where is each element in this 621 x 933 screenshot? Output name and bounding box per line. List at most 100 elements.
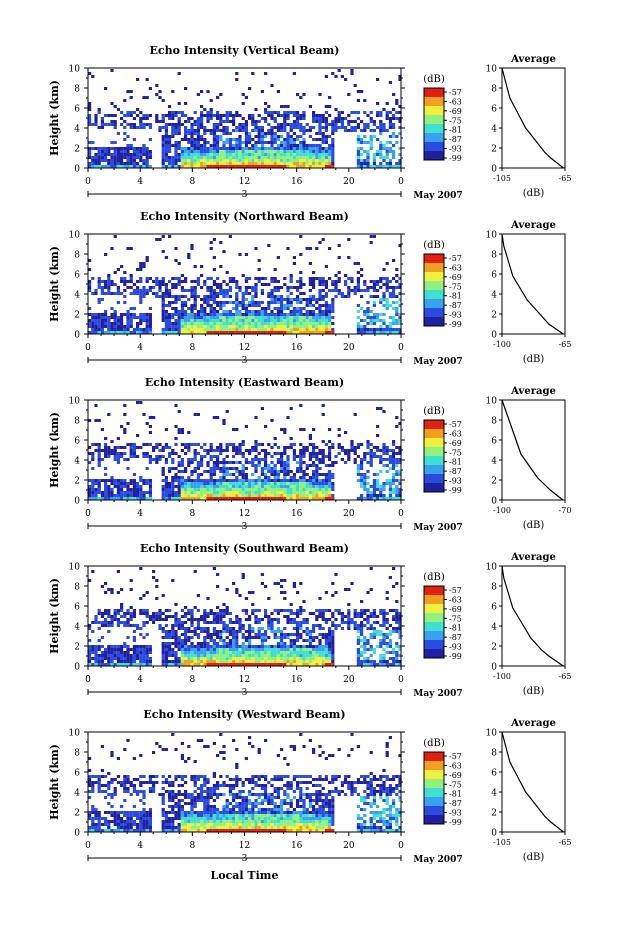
heatmap-cell [165, 135, 168, 138]
heatmap-cell [146, 621, 149, 624]
heatmap-cell [331, 461, 334, 464]
heatmap-cell [302, 630, 305, 633]
heatmap-cell [126, 90, 129, 93]
heatmap-cell [194, 645, 197, 648]
heatmap-cell [194, 141, 197, 144]
heatmap-cell [363, 289, 366, 292]
heatmap-cell [226, 488, 229, 491]
heatmap-cell [120, 162, 123, 165]
heatmap-cell [213, 298, 216, 301]
average-y-tick-label: 6 [491, 105, 497, 115]
heatmap-cell [261, 147, 264, 150]
heatmap-cell [197, 93, 200, 96]
heatmap-cell [357, 111, 360, 114]
heatmap-cell [168, 147, 171, 150]
heatmap-cell [299, 612, 302, 615]
heatmap-cell [98, 479, 101, 482]
heatmap-cell [120, 277, 123, 280]
heatmap-cell [203, 654, 206, 657]
heatmap-cell [155, 295, 158, 298]
heatmap-cell [222, 645, 225, 648]
heatmap-cell [222, 651, 225, 654]
heatmap-cell [379, 141, 382, 144]
heatmap-cell [232, 443, 235, 446]
heatmap-cell [280, 135, 283, 138]
heatmap-cell [222, 470, 225, 473]
heatmap-cell [94, 292, 97, 295]
heatmap-cell [210, 144, 213, 147]
heatmap-cell [184, 322, 187, 325]
heatmap-cell [245, 458, 248, 461]
heatmap-cell [174, 630, 177, 633]
heatmap-cell [258, 443, 261, 446]
average-y-tick-label: 8 [491, 85, 497, 95]
heatmap-cell [242, 292, 245, 295]
heatmap-cell [376, 78, 379, 81]
heatmap-cell [229, 138, 232, 141]
heatmap-cell [213, 322, 216, 325]
heatmap-cell [91, 162, 94, 165]
heatmap-cell [290, 292, 293, 295]
heatmap-cell [216, 135, 219, 138]
heatmap-cell [168, 651, 171, 654]
heatmap-cell [309, 654, 312, 657]
heatmap-cell [178, 325, 181, 328]
heatmap-cell [293, 488, 296, 491]
heatmap-cell [94, 123, 97, 126]
average-x-tick-label: -100 [493, 340, 511, 349]
heatmap-cell [363, 111, 366, 114]
heatmap-cell [261, 467, 264, 470]
heatmap-cell [242, 657, 245, 660]
heatmap-cell [206, 319, 209, 322]
heatmap-cell [210, 286, 213, 289]
heatmap-cell [293, 645, 296, 648]
heatmap-cell [213, 156, 216, 159]
heatmap-cell [117, 289, 120, 292]
heatmap-cell [261, 582, 264, 585]
heatmap-cell [114, 449, 117, 452]
heatmap-cell [222, 289, 225, 292]
heatmap-cell [213, 642, 216, 645]
heatmap-cell [312, 144, 315, 147]
heatmap-cell [136, 627, 139, 630]
heatmap-cell [286, 328, 289, 331]
heatmap-cell [174, 642, 177, 645]
heatmap-cell [270, 84, 273, 87]
heatmap-cell [146, 313, 149, 316]
heatmap-cell [203, 141, 206, 144]
heatmap-cell [130, 274, 133, 277]
heatmap-cell [229, 277, 232, 280]
average-y-tick-label: 0 [491, 331, 497, 341]
colorbar-swatch [424, 483, 444, 493]
heatmap-cell [347, 455, 350, 458]
heatmap-cell [232, 657, 235, 660]
heatmap-cell [395, 102, 398, 105]
heatmap-cell [120, 280, 123, 283]
heatmap-cell [258, 153, 261, 156]
heatmap-cell [270, 654, 273, 657]
heatmap-cell [184, 488, 187, 491]
heatmap-cell [232, 645, 235, 648]
heatmap-cell [171, 461, 174, 464]
heatmap-cell [322, 452, 325, 455]
heatmap-cell [174, 452, 177, 455]
heatmap-cell [277, 129, 280, 132]
heatmap-cell [91, 316, 94, 319]
heatmap-cell [376, 434, 379, 437]
heatmap-cell [267, 114, 270, 117]
heatmap-cell [286, 289, 289, 292]
heatmap-cell [123, 132, 126, 135]
heatmap-cell [357, 117, 360, 120]
heatmap-cell [242, 464, 245, 467]
heatmap-cell [155, 612, 158, 615]
heatmap-cell [242, 102, 245, 105]
heatmap-cell [104, 446, 107, 449]
heatmap-cell [197, 609, 200, 612]
heatmap-cell [216, 648, 219, 651]
heatmap-cell [277, 488, 280, 491]
heatmap-cell [238, 150, 241, 153]
heatmap-cell [286, 159, 289, 162]
heatmap-cell [219, 488, 222, 491]
colorbar-swatch [424, 290, 444, 300]
heatmap-cell [258, 259, 261, 262]
